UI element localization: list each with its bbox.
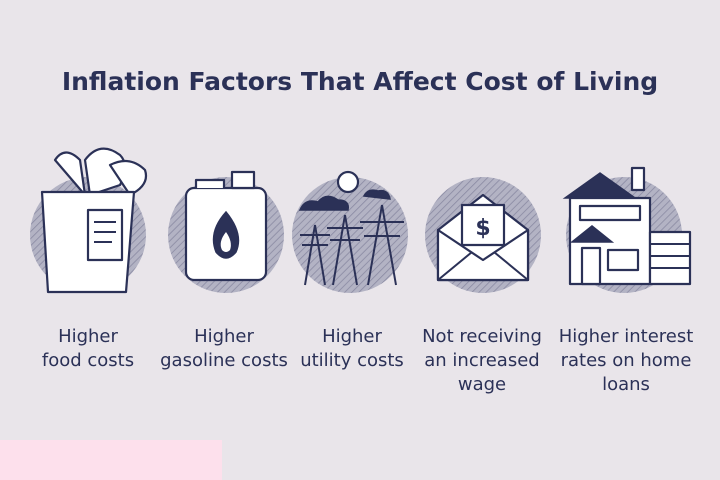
labels: Higher food costs Higher gasoline costs … bbox=[42, 326, 693, 395]
item-label: Higher bbox=[58, 326, 118, 347]
food-icon bbox=[30, 147, 148, 294]
item-label: Higher bbox=[194, 326, 254, 347]
item-label: Higher bbox=[322, 326, 382, 347]
item-label: an increased bbox=[424, 350, 539, 371]
svg-text:$: $ bbox=[475, 216, 490, 241]
house-icon bbox=[562, 166, 692, 293]
item-label: loans bbox=[602, 374, 650, 395]
item-label: wage bbox=[458, 374, 506, 395]
item-label: Higher interest bbox=[559, 326, 694, 347]
item-label: rates on home bbox=[561, 350, 692, 371]
item-label: food costs bbox=[42, 350, 134, 371]
item-label: utility costs bbox=[300, 350, 404, 371]
title: Inflation Factors That Affect Cost of Li… bbox=[62, 67, 658, 96]
item-label: gasoline costs bbox=[160, 350, 288, 371]
item-label: Not receiving bbox=[422, 326, 542, 347]
wage-icon: $ bbox=[425, 177, 541, 293]
gasoline-icon bbox=[168, 170, 284, 293]
utility-icon bbox=[292, 170, 408, 293]
pink-strip bbox=[0, 440, 222, 480]
